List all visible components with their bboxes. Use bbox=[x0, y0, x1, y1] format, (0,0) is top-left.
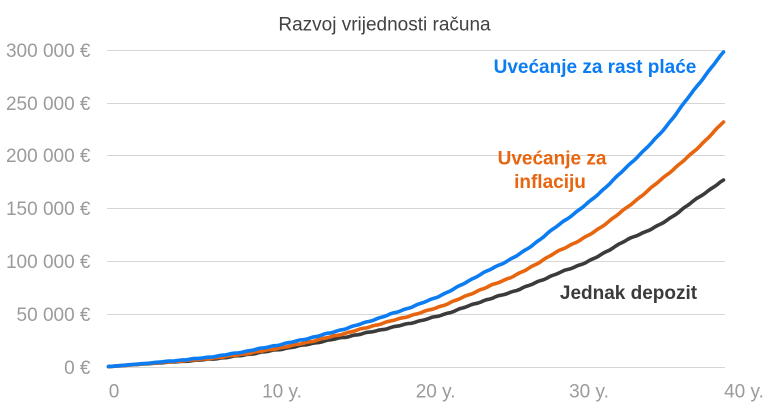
svg-text:200 000 €: 200 000 € bbox=[6, 146, 91, 167]
svg-text:10 y.: 10 y. bbox=[262, 381, 302, 402]
svg-text:Jednak depozit: Jednak depozit bbox=[560, 283, 698, 304]
svg-text:Razvoj vrijednosti računa: Razvoj vrijednosti računa bbox=[278, 15, 491, 36]
svg-text:150 000 €: 150 000 € bbox=[6, 199, 91, 220]
svg-text:30 y.: 30 y. bbox=[569, 381, 609, 402]
svg-text:300 000 €: 300 000 € bbox=[6, 41, 91, 62]
svg-text:inflaciju: inflaciju bbox=[514, 172, 586, 193]
svg-text:Uvećanje za rast plaće: Uvećanje za rast plaće bbox=[494, 57, 697, 78]
svg-text:0: 0 bbox=[109, 381, 120, 402]
svg-text:Uvećanje za: Uvećanje za bbox=[498, 149, 607, 170]
svg-text:0 €: 0 € bbox=[64, 358, 91, 379]
svg-text:40 y.: 40 y. bbox=[724, 381, 764, 402]
svg-text:100 000 €: 100 000 € bbox=[6, 252, 91, 273]
svg-text:20 y.: 20 y. bbox=[416, 381, 456, 402]
svg-text:50 000 €: 50 000 € bbox=[17, 305, 91, 326]
svg-text:250 000 €: 250 000 € bbox=[6, 94, 91, 115]
